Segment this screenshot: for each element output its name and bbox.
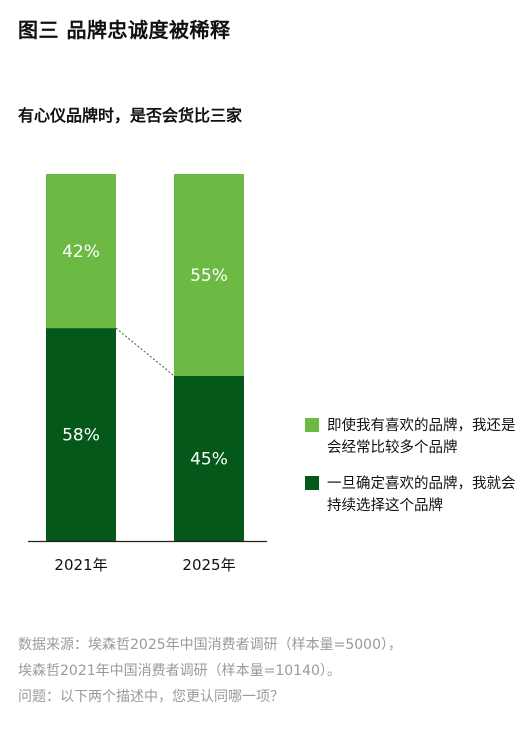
footer-source-line-1: 数据来源：埃森哲2025年中国消费者调研（样本量=5000）， xyxy=(18,637,402,653)
chart-legend: 即使我有喜欢的品牌，我还是会经常比较多个品牌 一旦确定喜欢的品牌，我就会持续选择… xyxy=(305,415,525,517)
footer-question: 问题：以下两个描述中，您更认同哪一项？ xyxy=(18,689,284,705)
data-label-loyal-2: 45% xyxy=(190,449,228,469)
legend-swatch-dark-green xyxy=(305,476,319,490)
legend-item-loyal: 一旦确定喜欢的品牌，我就会持续选择这个品牌 xyxy=(305,473,525,517)
chart-footer: 数据来源：埃森哲2025年中国消费者调研（样本量=5000）， 埃森哲2021年… xyxy=(18,632,518,710)
footer-source-line-2: 埃森哲2021年中国消费者调研（样本量=10140）。 xyxy=(18,663,341,679)
data-label-compare-2: 55% xyxy=(190,266,228,286)
bar-segment-compare-2 xyxy=(174,174,244,376)
legend-label-loyal: 一旦确定喜欢的品牌，我就会持续选择这个品牌 xyxy=(327,476,516,514)
data-label-loyal-1: 58% xyxy=(62,426,100,446)
figure-title: 图三 品牌忠诚度被稀释 xyxy=(18,18,231,42)
chart-subtitle: 有心仪品牌时，是否会货比三家 xyxy=(18,106,243,125)
legend-label-compare: 即使我有喜欢的品牌，我还是会经常比较多个品牌 xyxy=(327,418,516,456)
connector-line xyxy=(115,327,175,377)
data-label-compare-1: 42% xyxy=(62,242,100,262)
bar-segment-loyal-1 xyxy=(46,328,116,541)
bar-segment-loyal-2 xyxy=(174,375,244,541)
x-tick-label-1: 2021年 xyxy=(54,556,107,574)
x-tick-label-2: 2025年 xyxy=(182,556,235,574)
legend-item-compare: 即使我有喜欢的品牌，我还是会经常比较多个品牌 xyxy=(305,415,525,459)
bar-segment-compare-1 xyxy=(46,174,116,329)
stacked-bar-chart: 42% 58% 2021年 55% 45% 2025年 xyxy=(28,174,267,574)
legend-swatch-light-green xyxy=(305,418,319,432)
